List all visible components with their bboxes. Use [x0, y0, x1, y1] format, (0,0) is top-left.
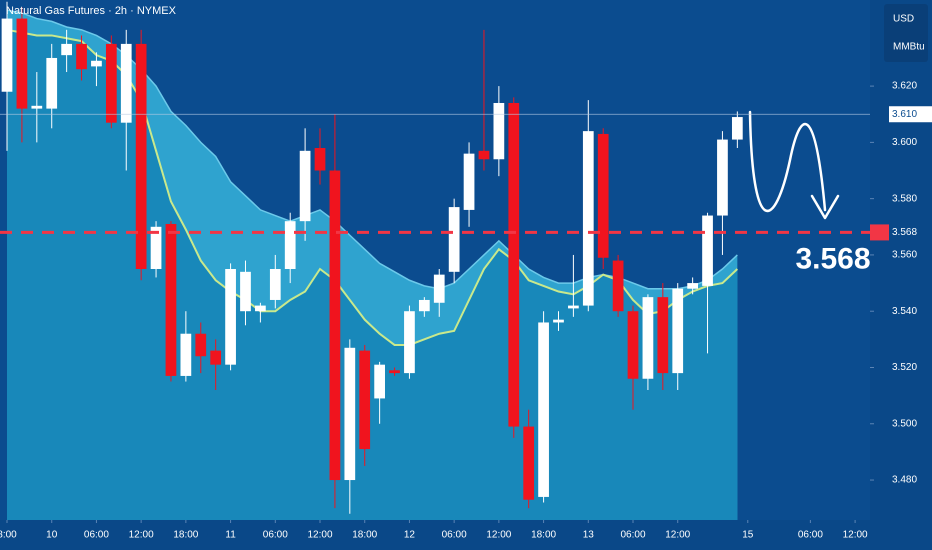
x-tick-label: 12:00: [665, 530, 690, 541]
y-tick-label: 3.580: [892, 193, 917, 204]
candle-body: [46, 57, 58, 109]
y-tick-label: 3.560: [892, 250, 917, 261]
candle-body: [269, 269, 281, 300]
candle-body: [31, 105, 43, 109]
candle-body: [493, 102, 505, 160]
candle-body: [538, 322, 549, 497]
candle-body: [404, 311, 415, 374]
x-tick-label: 12:00: [129, 530, 154, 541]
x-tick-label: 18:00: [531, 530, 556, 541]
candle-body: [150, 226, 162, 270]
candle-body: [389, 370, 400, 374]
x-tick-label: 06:00: [442, 530, 467, 541]
candle-body: [657, 297, 669, 374]
y-tick-label: 3.620: [892, 81, 917, 92]
x-tick-label: 18:00: [173, 530, 198, 541]
candle-body: [91, 60, 102, 67]
unit-box: [884, 4, 928, 62]
candle-body: [627, 311, 639, 379]
candle-body: [16, 18, 28, 109]
candle-body: [180, 333, 192, 376]
candle-body: [642, 297, 654, 379]
candle-body: [195, 333, 207, 357]
price-axis-background: [870, 0, 932, 550]
y-tick-label: 3.480: [892, 475, 917, 486]
level-annotation: 3.568: [795, 242, 870, 275]
candle-body: [553, 319, 564, 323]
x-tick-label: 18:00: [352, 530, 377, 541]
last-price-badge: [889, 106, 932, 123]
candle-body: [240, 271, 251, 312]
level-badge: [870, 224, 889, 241]
x-tick-label: 06:00: [84, 530, 109, 541]
candle-body: [299, 150, 311, 222]
indicator-area: [7, 29, 738, 520]
candle-body: [120, 43, 132, 123]
x-tick-label: 12:00: [843, 530, 868, 541]
x-tick-label: 8:00: [0, 530, 17, 541]
x-tick-label: 06:00: [798, 530, 823, 541]
candle-body: [255, 305, 266, 312]
candle-body: [448, 207, 460, 272]
x-tick-label: 13: [583, 530, 595, 541]
y-tick-label: 3.500: [892, 418, 917, 429]
level-badge-label: 3.568: [892, 227, 917, 238]
candle-body: [672, 288, 684, 374]
candle-body: [433, 274, 445, 303]
x-tick-label: 12: [404, 530, 416, 541]
x-tick-label: 06:00: [263, 530, 288, 541]
x-tick-label: 12:00: [307, 530, 332, 541]
candle-body: [165, 223, 177, 376]
x-tick-label: 11: [225, 530, 236, 541]
candle-body: [731, 117, 743, 140]
x-tick-label: 06:00: [620, 530, 645, 541]
candle-body: [612, 260, 624, 312]
candle-body: [717, 139, 728, 216]
candle-body: [1, 18, 13, 92]
candle-body: [702, 215, 713, 286]
candle-body: [210, 350, 222, 365]
y-tick-label: 3.520: [892, 362, 917, 373]
candle-body: [359, 350, 371, 450]
candle-body: [523, 426, 535, 500]
candle-body: [284, 221, 296, 270]
candle-body: [582, 131, 594, 306]
candle-body: [418, 299, 430, 312]
candle-body: [463, 153, 475, 210]
arrow-drawing: [748, 110, 840, 220]
candle-body: [508, 102, 520, 427]
unit-label: MMBtu: [893, 42, 925, 53]
chart-title: Natural Gas Futures · 2h · NYMEX: [6, 5, 177, 17]
candle-body: [344, 347, 356, 481]
candle-body: [105, 43, 117, 123]
x-tick-label: 12:00: [486, 530, 511, 541]
x-tick-label: 15: [742, 530, 754, 541]
time-axis-background: [0, 520, 870, 550]
candle-body: [314, 148, 326, 171]
candle-body: [597, 133, 609, 258]
candle-body: [374, 364, 385, 399]
candle-body: [61, 43, 72, 56]
candle-body: [687, 283, 698, 289]
candle-body: [135, 43, 147, 270]
x-tick-label: 10: [46, 530, 58, 541]
candle-body: [478, 150, 490, 160]
candle-body: [76, 43, 87, 70]
candle-body: [329, 170, 341, 481]
last-price-label: 3.610: [892, 109, 917, 120]
y-tick-label: 3.540: [892, 306, 917, 317]
unit-label: USD: [893, 14, 914, 25]
candle-body: [568, 305, 579, 309]
y-tick-label: 3.600: [892, 137, 917, 148]
candle-body: [225, 269, 236, 365]
